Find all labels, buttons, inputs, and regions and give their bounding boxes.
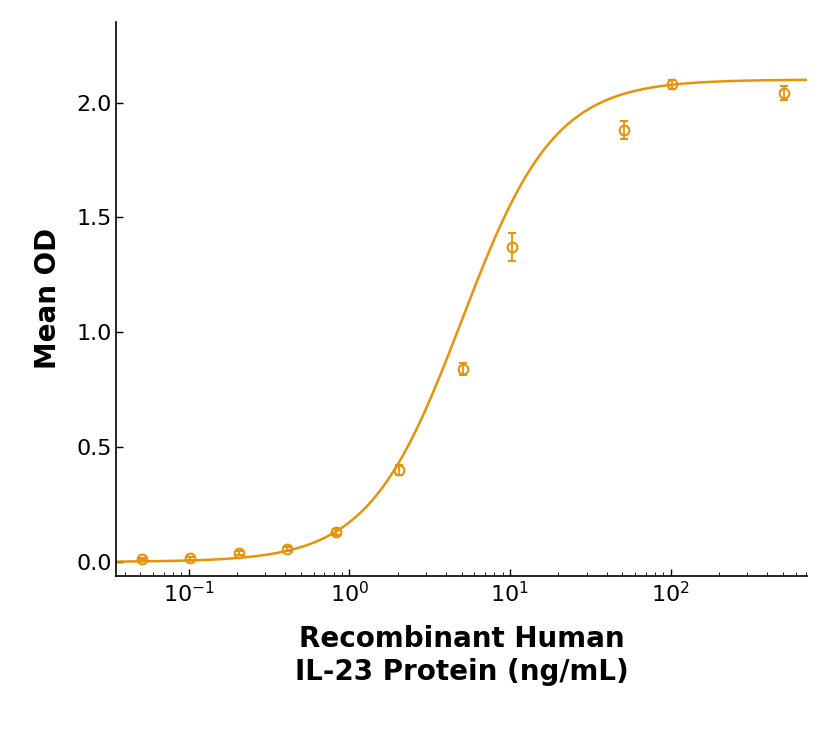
Y-axis label: Mean OD: Mean OD <box>34 228 62 370</box>
X-axis label: Recombinant Human
IL-23 Protein (ng/mL): Recombinant Human IL-23 Protein (ng/mL) <box>295 625 629 686</box>
